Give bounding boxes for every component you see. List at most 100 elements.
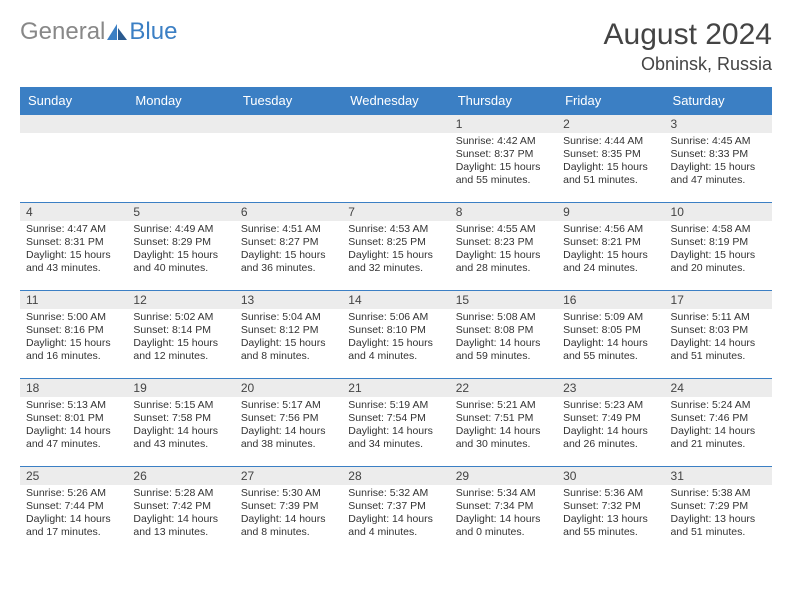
day-number: 9 — [557, 203, 664, 221]
logo-text-blue: Blue — [129, 18, 177, 46]
calendar-cell — [20, 115, 127, 203]
location: Obninsk, Russia — [604, 54, 772, 75]
day-number: 3 — [665, 115, 772, 133]
day-number: 12 — [127, 291, 234, 309]
calendar-cell: 27Sunrise: 5:30 AMSunset: 7:39 PMDayligh… — [235, 467, 342, 555]
day-number: 6 — [235, 203, 342, 221]
calendar-cell: 8Sunrise: 4:55 AMSunset: 8:23 PMDaylight… — [450, 203, 557, 291]
day-number: 2 — [557, 115, 664, 133]
calendar-week-row: 25Sunrise: 5:26 AMSunset: 7:44 PMDayligh… — [20, 467, 772, 555]
day-details: Sunrise: 4:42 AMSunset: 8:37 PMDaylight:… — [450, 133, 557, 192]
weekday-header: Thursday — [450, 87, 557, 115]
calendar-cell: 19Sunrise: 5:15 AMSunset: 7:58 PMDayligh… — [127, 379, 234, 467]
day-number: 24 — [665, 379, 772, 397]
weekday-header: Tuesday — [235, 87, 342, 115]
calendar-cell: 15Sunrise: 5:08 AMSunset: 8:08 PMDayligh… — [450, 291, 557, 379]
day-details: Sunrise: 5:06 AMSunset: 8:10 PMDaylight:… — [342, 309, 449, 368]
calendar-header-row: SundayMondayTuesdayWednesdayThursdayFrid… — [20, 87, 772, 115]
day-details: Sunrise: 4:47 AMSunset: 8:31 PMDaylight:… — [20, 221, 127, 280]
calendar-cell: 6Sunrise: 4:51 AMSunset: 8:27 PMDaylight… — [235, 203, 342, 291]
logo-sail-icon — [107, 24, 127, 40]
calendar-cell: 3Sunrise: 4:45 AMSunset: 8:33 PMDaylight… — [665, 115, 772, 203]
weekday-header: Friday — [557, 87, 664, 115]
day-number: 19 — [127, 379, 234, 397]
day-details: Sunrise: 5:38 AMSunset: 7:29 PMDaylight:… — [665, 485, 772, 544]
day-details: Sunrise: 5:09 AMSunset: 8:05 PMDaylight:… — [557, 309, 664, 368]
calendar-cell: 17Sunrise: 5:11 AMSunset: 8:03 PMDayligh… — [665, 291, 772, 379]
calendar-table: SundayMondayTuesdayWednesdayThursdayFrid… — [20, 87, 772, 555]
calendar-week-row: 4Sunrise: 4:47 AMSunset: 8:31 PMDaylight… — [20, 203, 772, 291]
calendar-cell — [342, 115, 449, 203]
day-number: 18 — [20, 379, 127, 397]
day-details: Sunrise: 4:44 AMSunset: 8:35 PMDaylight:… — [557, 133, 664, 192]
day-number: 21 — [342, 379, 449, 397]
calendar-cell: 1Sunrise: 4:42 AMSunset: 8:37 PMDaylight… — [450, 115, 557, 203]
day-number: 15 — [450, 291, 557, 309]
title-block: August 2024 Obninsk, Russia — [604, 18, 772, 75]
calendar-week-row: 11Sunrise: 5:00 AMSunset: 8:16 PMDayligh… — [20, 291, 772, 379]
day-details: Sunrise: 5:08 AMSunset: 8:08 PMDaylight:… — [450, 309, 557, 368]
logo: General Blue — [20, 18, 177, 46]
calendar-week-row: 18Sunrise: 5:13 AMSunset: 8:01 PMDayligh… — [20, 379, 772, 467]
day-number: 26 — [127, 467, 234, 485]
day-number: 14 — [342, 291, 449, 309]
day-details: Sunrise: 5:19 AMSunset: 7:54 PMDaylight:… — [342, 397, 449, 456]
day-number: 16 — [557, 291, 664, 309]
calendar-cell: 13Sunrise: 5:04 AMSunset: 8:12 PMDayligh… — [235, 291, 342, 379]
day-details: Sunrise: 5:24 AMSunset: 7:46 PMDaylight:… — [665, 397, 772, 456]
day-number: 7 — [342, 203, 449, 221]
day-details: Sunrise: 5:02 AMSunset: 8:14 PMDaylight:… — [127, 309, 234, 368]
calendar-cell: 26Sunrise: 5:28 AMSunset: 7:42 PMDayligh… — [127, 467, 234, 555]
calendar-cell: 9Sunrise: 4:56 AMSunset: 8:21 PMDaylight… — [557, 203, 664, 291]
day-number: 27 — [235, 467, 342, 485]
day-details: Sunrise: 5:04 AMSunset: 8:12 PMDaylight:… — [235, 309, 342, 368]
calendar-body: 1Sunrise: 4:42 AMSunset: 8:37 PMDaylight… — [20, 115, 772, 555]
day-details: Sunrise: 4:45 AMSunset: 8:33 PMDaylight:… — [665, 133, 772, 192]
calendar-cell: 14Sunrise: 5:06 AMSunset: 8:10 PMDayligh… — [342, 291, 449, 379]
day-number: 11 — [20, 291, 127, 309]
calendar-cell: 5Sunrise: 4:49 AMSunset: 8:29 PMDaylight… — [127, 203, 234, 291]
day-number: 8 — [450, 203, 557, 221]
day-number: 31 — [665, 467, 772, 485]
calendar-cell: 10Sunrise: 4:58 AMSunset: 8:19 PMDayligh… — [665, 203, 772, 291]
day-details: Sunrise: 4:53 AMSunset: 8:25 PMDaylight:… — [342, 221, 449, 280]
day-number: 22 — [450, 379, 557, 397]
day-details: Sunrise: 4:51 AMSunset: 8:27 PMDaylight:… — [235, 221, 342, 280]
calendar-cell: 24Sunrise: 5:24 AMSunset: 7:46 PMDayligh… — [665, 379, 772, 467]
day-details: Sunrise: 5:15 AMSunset: 7:58 PMDaylight:… — [127, 397, 234, 456]
day-details: Sunrise: 4:56 AMSunset: 8:21 PMDaylight:… — [557, 221, 664, 280]
weekday-header: Sunday — [20, 87, 127, 115]
day-details: Sunrise: 5:34 AMSunset: 7:34 PMDaylight:… — [450, 485, 557, 544]
calendar-cell: 29Sunrise: 5:34 AMSunset: 7:34 PMDayligh… — [450, 467, 557, 555]
empty-daynum — [20, 115, 127, 133]
calendar-cell: 30Sunrise: 5:36 AMSunset: 7:32 PMDayligh… — [557, 467, 664, 555]
day-number: 13 — [235, 291, 342, 309]
day-number: 4 — [20, 203, 127, 221]
calendar-cell: 2Sunrise: 4:44 AMSunset: 8:35 PMDaylight… — [557, 115, 664, 203]
day-number: 17 — [665, 291, 772, 309]
day-details: Sunrise: 5:17 AMSunset: 7:56 PMDaylight:… — [235, 397, 342, 456]
calendar-cell — [235, 115, 342, 203]
day-details: Sunrise: 5:00 AMSunset: 8:16 PMDaylight:… — [20, 309, 127, 368]
calendar-cell: 25Sunrise: 5:26 AMSunset: 7:44 PMDayligh… — [20, 467, 127, 555]
calendar-cell: 28Sunrise: 5:32 AMSunset: 7:37 PMDayligh… — [342, 467, 449, 555]
day-details: Sunrise: 5:30 AMSunset: 7:39 PMDaylight:… — [235, 485, 342, 544]
calendar-cell: 4Sunrise: 4:47 AMSunset: 8:31 PMDaylight… — [20, 203, 127, 291]
day-details: Sunrise: 5:28 AMSunset: 7:42 PMDaylight:… — [127, 485, 234, 544]
calendar-cell: 22Sunrise: 5:21 AMSunset: 7:51 PMDayligh… — [450, 379, 557, 467]
day-details: Sunrise: 4:49 AMSunset: 8:29 PMDaylight:… — [127, 221, 234, 280]
day-details: Sunrise: 5:26 AMSunset: 7:44 PMDaylight:… — [20, 485, 127, 544]
day-details: Sunrise: 4:58 AMSunset: 8:19 PMDaylight:… — [665, 221, 772, 280]
day-details: Sunrise: 4:55 AMSunset: 8:23 PMDaylight:… — [450, 221, 557, 280]
month-title: August 2024 — [604, 18, 772, 52]
day-details: Sunrise: 5:11 AMSunset: 8:03 PMDaylight:… — [665, 309, 772, 368]
calendar-cell: 20Sunrise: 5:17 AMSunset: 7:56 PMDayligh… — [235, 379, 342, 467]
day-number: 30 — [557, 467, 664, 485]
day-details: Sunrise: 5:32 AMSunset: 7:37 PMDaylight:… — [342, 485, 449, 544]
calendar-cell: 21Sunrise: 5:19 AMSunset: 7:54 PMDayligh… — [342, 379, 449, 467]
day-number: 5 — [127, 203, 234, 221]
calendar-week-row: 1Sunrise: 4:42 AMSunset: 8:37 PMDaylight… — [20, 115, 772, 203]
day-details: Sunrise: 5:21 AMSunset: 7:51 PMDaylight:… — [450, 397, 557, 456]
day-number: 10 — [665, 203, 772, 221]
empty-daynum — [235, 115, 342, 133]
